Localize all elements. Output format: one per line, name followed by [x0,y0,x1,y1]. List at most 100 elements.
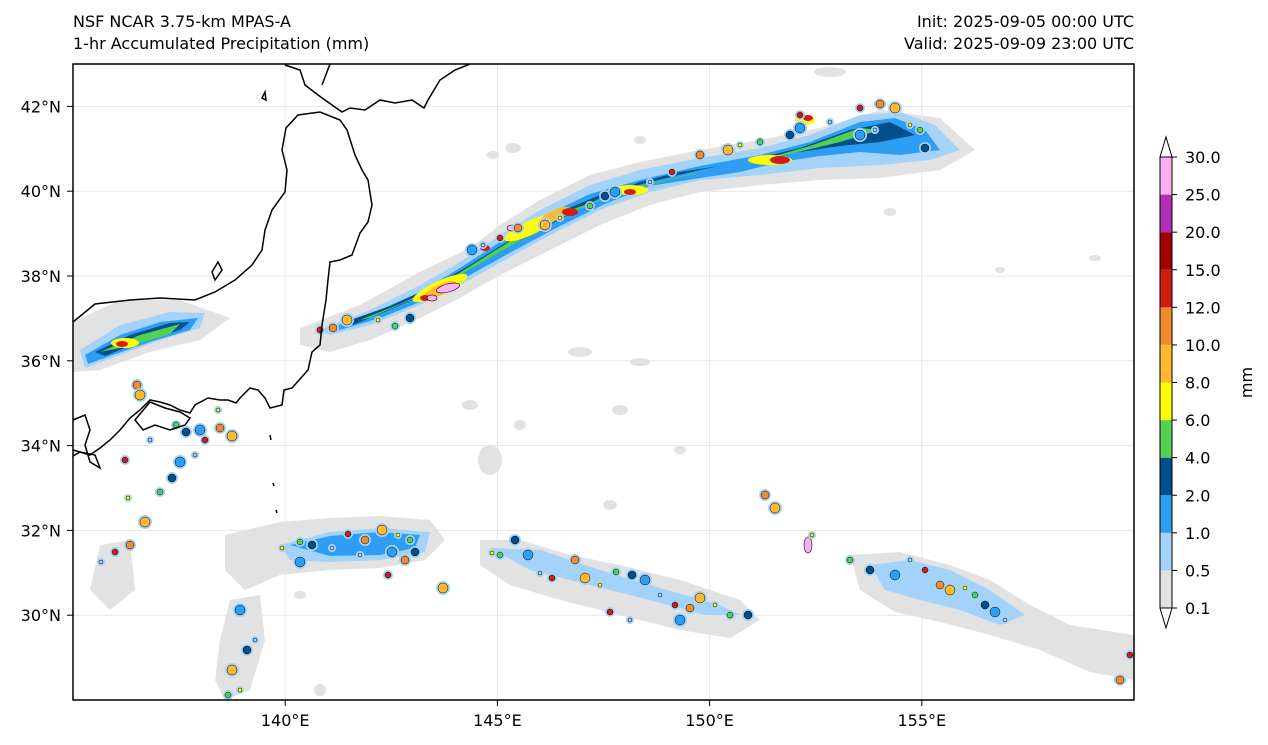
cell-core [384,571,392,579]
cell-core [827,119,833,125]
colorbar-unit-label: mm [1237,367,1256,398]
cell-core [935,580,945,590]
cell-core [111,548,119,556]
colorbar-swatch [1160,495,1172,533]
cell-core [125,540,135,550]
cell-core [1126,651,1134,659]
cell-core [627,570,637,580]
cell-core [410,547,420,557]
cell-core [341,314,353,326]
cell-core [395,532,401,538]
cell-core [685,603,695,613]
cell-core [875,99,885,109]
cell-core [695,150,705,160]
honshu-coastline [73,111,373,456]
cell-core [1002,617,1008,623]
cell-core [139,516,151,528]
lon-tick-label: 150°E [685,711,734,730]
colorbar-extend-min [1159,607,1173,630]
lat-tick-label: 40°N [21,182,61,201]
cell-core [639,574,651,586]
cell-core [889,569,901,581]
cell-core [872,127,878,133]
cell-core [586,202,594,210]
shikoku-coastline [134,401,192,431]
title-right: Init: 2025-09-05 00:00 UTC Valid: 2025-0… [904,11,1134,55]
cell-core [809,532,815,538]
cell-core [406,536,414,544]
cell-core [391,322,399,330]
precip-pink [426,224,813,554]
izu-islands [269,434,278,514]
lat-tick-label: 30°N [21,606,61,625]
cell-core [242,645,252,655]
sado-island [211,260,223,282]
cell-core [962,585,968,591]
cell-core [712,602,718,608]
cell-core [386,546,398,558]
cell-core [224,691,232,699]
cell-core [400,555,410,565]
cell-core [854,129,866,141]
colorbar[interactable]: 0.1 0.5 1.0 2.0 4.0 6.0 8.0 10.0 12.0 15.0 20.0 25.… [1159,135,1256,630]
cell-core [132,380,142,390]
colorbar-swatch [1160,194,1172,233]
cell-core [609,186,621,198]
lon-tick-label: 140°E [261,711,310,730]
cell-core [627,617,633,623]
cell-core [785,130,795,140]
colorbar-tick-label: 20.0 [1185,223,1221,242]
valid-time: Valid: 2025-09-09 23:00 UTC [903,34,1134,53]
colorbar-swatch [1160,307,1172,345]
kyushu-coastline [73,413,102,470]
cell-core [296,538,304,546]
cell-core [215,407,221,413]
colorbar-swatch [1160,457,1172,496]
cell-core [167,473,177,483]
cell-core [201,436,209,444]
lat-tick-label: 34°N [21,437,61,456]
cell-core [737,142,743,148]
cell-core [794,122,806,134]
cell-core [657,592,663,598]
cell-core [1115,675,1125,685]
cell-core [134,389,146,401]
map-frame [72,63,1135,701]
colorbar-tick-label: 30.0 [1185,148,1221,167]
colorbar-swatch [1160,382,1172,421]
cell-core [513,223,523,233]
cell-core [756,138,764,146]
cell-core [174,456,186,468]
noto-coast [260,89,267,102]
cell-core [226,664,238,676]
colorbar-tick-label: 6.0 [1185,411,1210,430]
lat-tick-label: 38°N [21,267,61,286]
coastlines [73,64,471,514]
field-title: 1-hr Accumulated Precipitation (mm) [73,34,370,53]
colorbar-tick-label: 0.1 [1185,599,1210,618]
cell-core [606,608,614,616]
colorbar-extend-max [1159,135,1173,158]
precipitation-field [73,67,1134,700]
lon-tick-label: 145°E [473,711,522,730]
cell-core [760,490,770,500]
cell-core [916,126,924,134]
colorbar-swatch [1160,420,1172,458]
model-title: NSF NCAR 3.75-km MPAS-A [73,12,291,31]
cell-core [279,545,285,551]
longitude-ticks: 140°E 145°E 150°E 155°E [261,700,946,730]
cell-core [579,572,591,584]
cell-core [496,551,504,559]
cell-core [537,570,543,576]
cell-core [376,524,388,536]
cell-core [192,452,198,458]
cell-core [147,437,153,443]
colorbar-tick-label: 12.0 [1185,298,1221,317]
cell-core [907,557,913,563]
cell-core [769,502,781,514]
cell-core [907,122,913,128]
cell-core [865,565,875,575]
cell-core [971,591,979,599]
cell-core [294,556,306,568]
